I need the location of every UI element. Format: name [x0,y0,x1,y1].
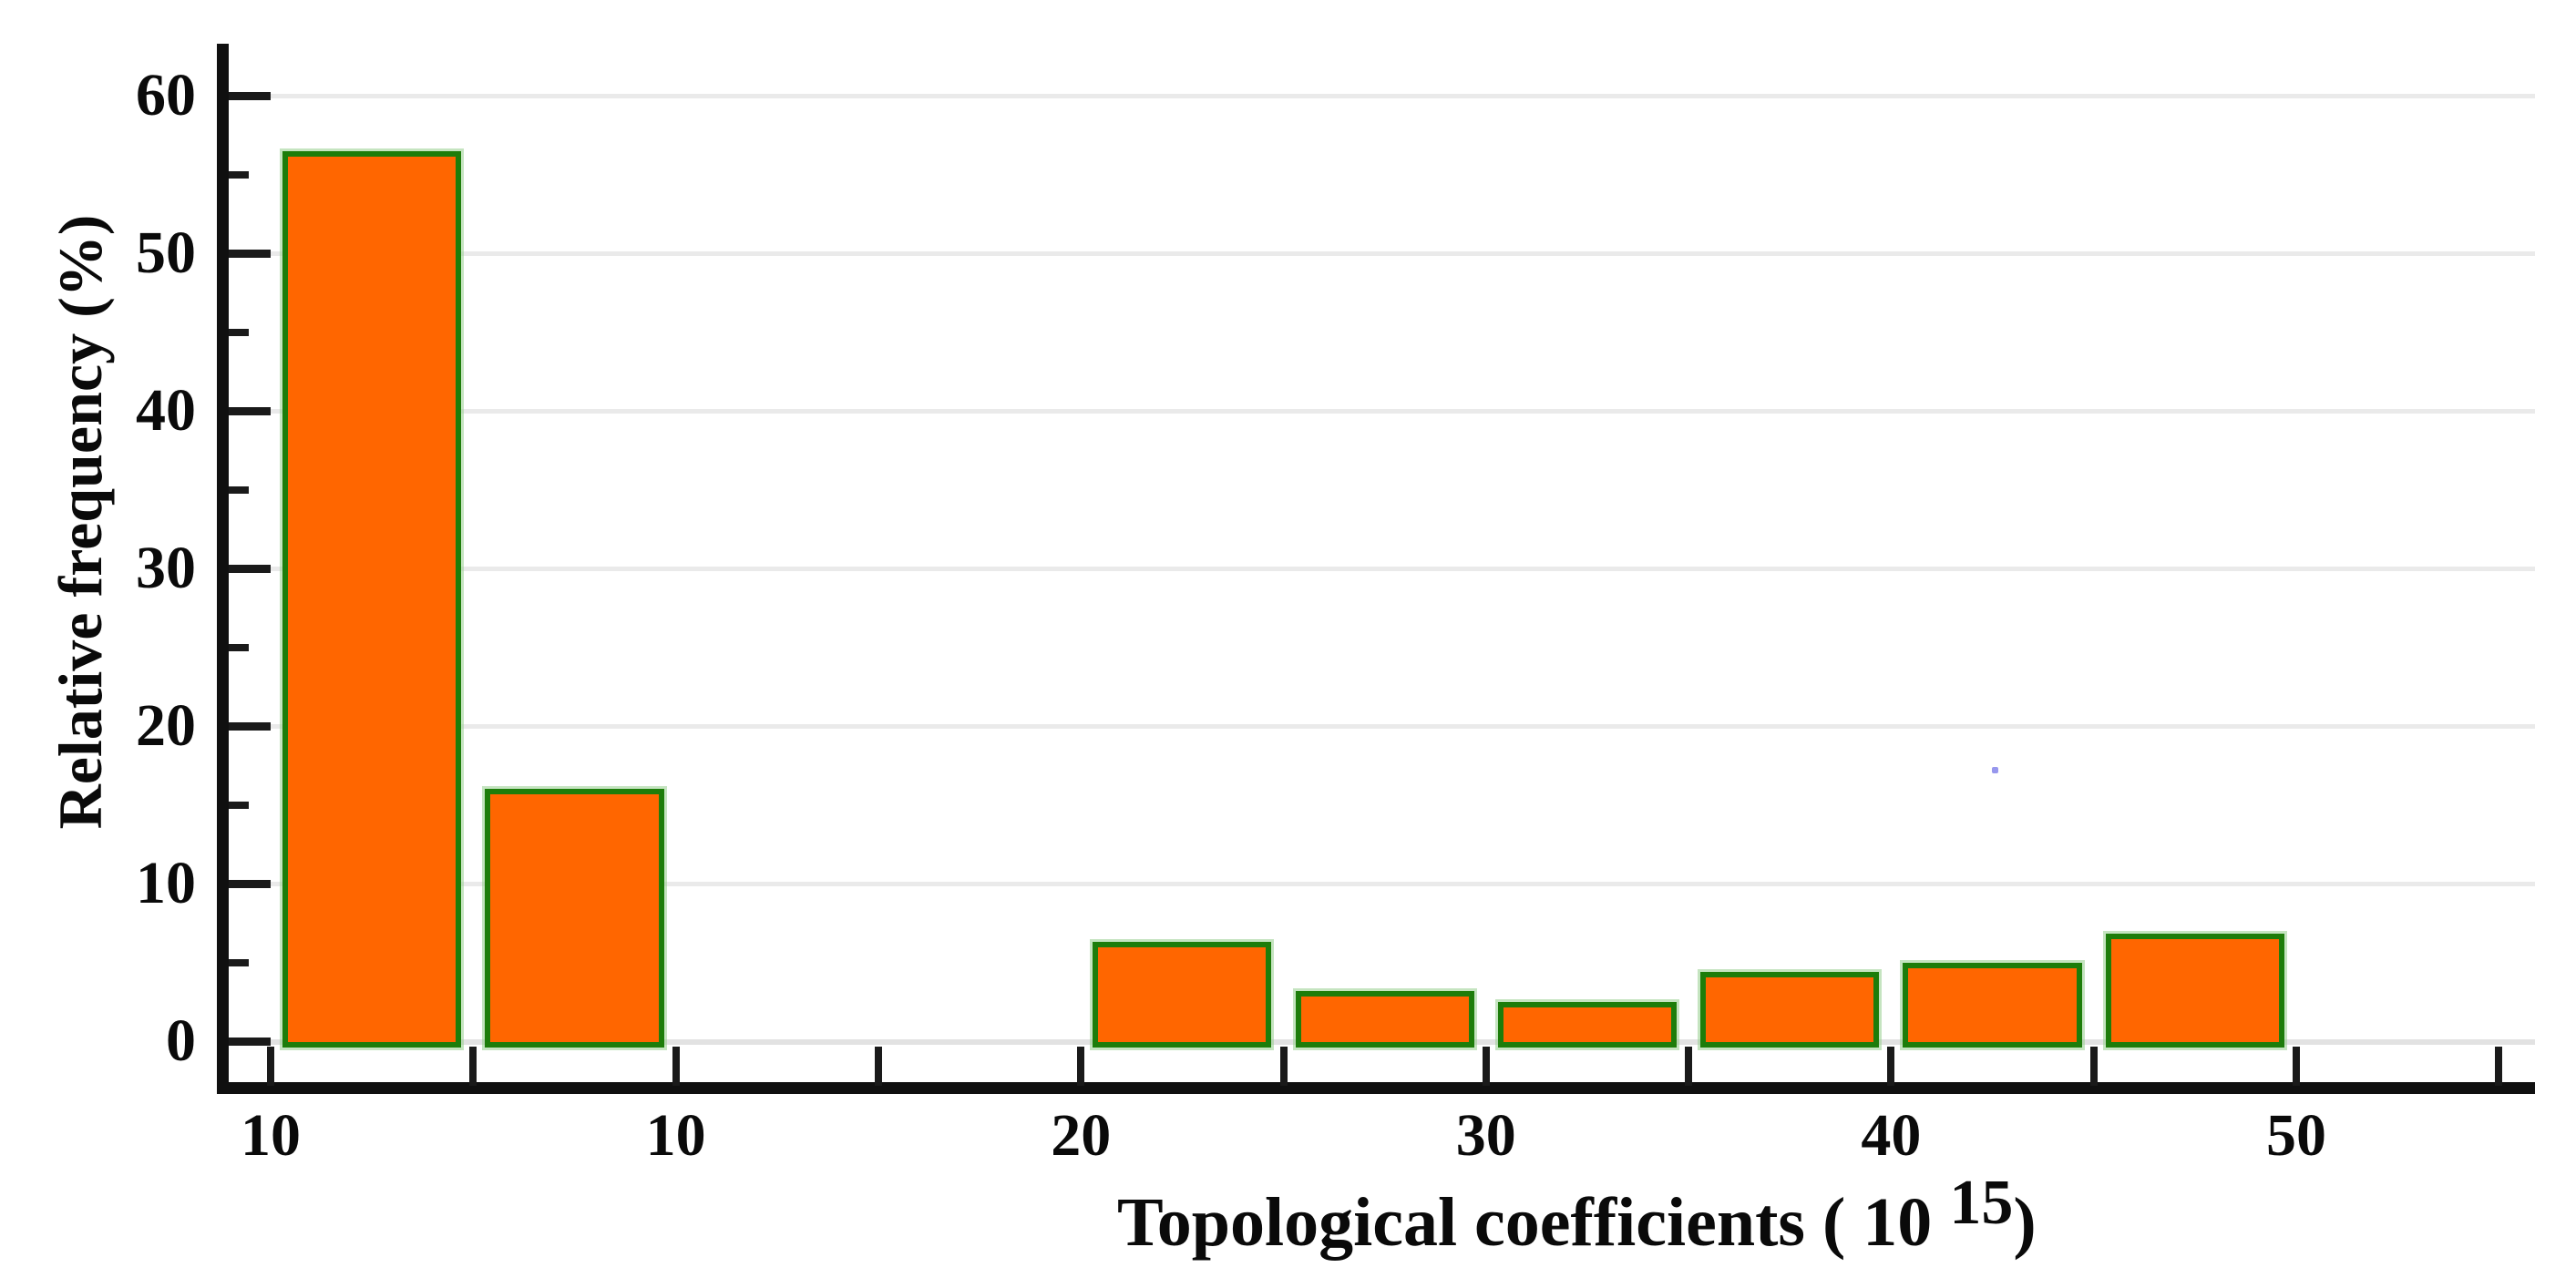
y-tick-label-50: 50 [136,220,196,286]
x-tick-6 [1482,1047,1490,1086]
x-tick-label-0: 10 [241,1102,301,1169]
y-minor-tick-35 [229,486,249,494]
y-tick-label-20: 20 [136,692,196,759]
y-minor-tick-45 [229,328,249,336]
bar-1 [485,789,664,1048]
y-major-tick-0 [229,1037,271,1046]
x-tick-8 [1887,1047,1895,1086]
y-tick-label-0: 0 [166,1007,196,1074]
y-minor-tick-55 [229,170,249,179]
x-tick-5 [1279,1047,1288,1086]
bar-7 [2105,934,2284,1048]
x-axis-title-superscript: 15 [1949,1168,2014,1238]
x-tick-7 [1685,1047,1693,1086]
y-tick-label-30: 30 [136,535,196,601]
x-tick-label-10: 50 [2266,1102,2326,1169]
x-tick-0 [267,1047,274,1086]
x-tick-label-8: 40 [1861,1102,1922,1169]
gridline-y-30 [229,567,2535,571]
bar-2 [1093,942,1272,1048]
bar-5 [1700,971,1880,1048]
x-tick-2 [672,1047,680,1086]
gridline-y-10 [229,882,2535,886]
bar-6 [1903,962,2082,1048]
x-tick-label-2: 10 [645,1102,706,1169]
y-major-tick-60 [229,91,271,100]
y-major-tick-40 [229,406,271,415]
x-tick-10 [2293,1047,2300,1086]
y-minor-tick-15 [229,801,249,809]
x-axis-title-close-paren: ) [2013,1184,2037,1261]
x-axis-line [217,1082,2535,1094]
y-major-tick-20 [229,721,271,731]
gridline-y-40 [229,409,2535,414]
y-axis-title-text: Relative frequency (%) [46,214,115,830]
y-minor-tick-5 [229,958,249,966]
y-tick-label-60: 60 [136,62,196,128]
y-tick-label-10: 10 [136,850,196,916]
bar-4 [1497,1001,1678,1048]
gridline-y-50 [229,251,2535,256]
y-minor-tick-25 [229,643,249,651]
gridline-y-60 [229,94,2535,98]
x-tick-9 [2089,1047,2098,1086]
y-axis-line [217,44,229,1094]
x-tick-3 [874,1047,882,1086]
y-major-tick-30 [229,564,271,573]
x-tick-4 [1077,1047,1085,1086]
bar-3 [1295,990,1474,1048]
gridline-y-20 [229,724,2535,729]
bar-0 [282,150,462,1048]
y-major-tick-10 [229,879,271,888]
stray-speck-artifact [1992,767,1998,773]
x-tick-label-4: 20 [1051,1102,1112,1169]
x-axis-title: Topological coefficients ( 10 15) [1117,1168,2037,1262]
y-tick-label-40: 40 [136,377,196,444]
y-major-tick-50 [229,249,271,258]
y-axis-title: Relative frequency (%) [46,112,115,932]
x-axis-title-main: Topological coefficients ( 10 [1117,1184,1950,1261]
x-tick-1 [469,1047,477,1086]
x-tick-11 [2495,1047,2503,1086]
x-tick-label-6: 30 [1455,1102,1516,1169]
